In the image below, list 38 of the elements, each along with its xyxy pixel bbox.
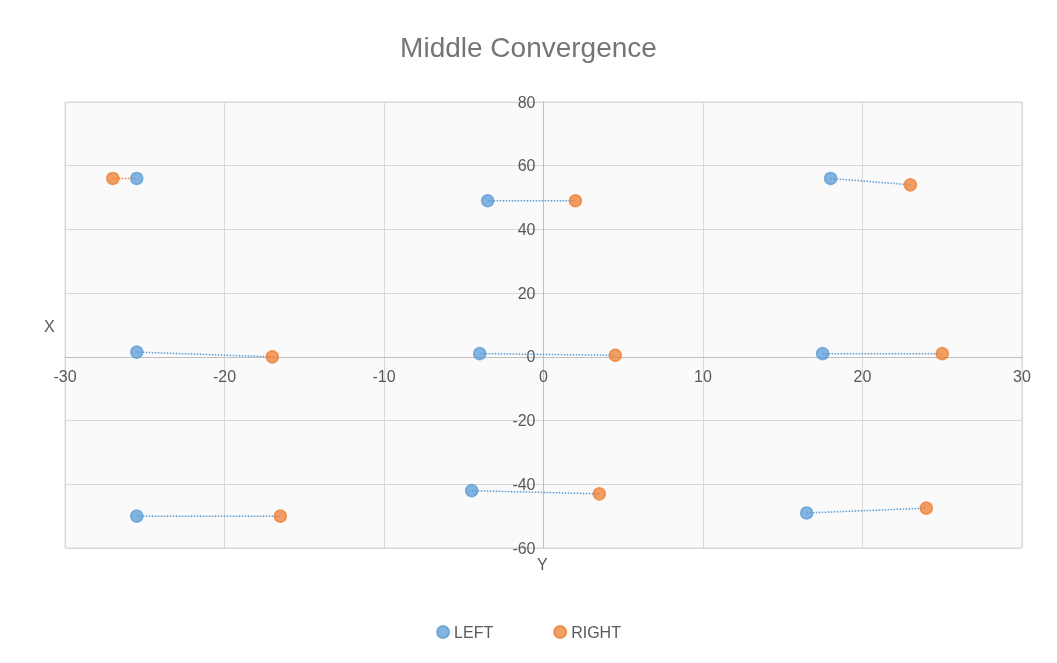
legend-label: RIGHT	[571, 623, 622, 641]
y-tick-label: 40	[517, 220, 536, 238]
point	[464, 483, 479, 498]
point	[106, 171, 120, 186]
point	[799, 506, 814, 520]
point	[568, 194, 583, 208]
x-tick-label: 10	[694, 368, 712, 386]
x-tick-label: 20	[853, 368, 872, 386]
point	[130, 509, 144, 523]
point	[608, 348, 623, 363]
point	[919, 501, 934, 515]
point	[265, 350, 280, 364]
point	[592, 487, 607, 501]
x-tick-label: -10	[372, 368, 396, 386]
point	[472, 346, 487, 361]
legend-label: LEFT	[454, 623, 494, 641]
y-tick-label: 60	[517, 157, 536, 175]
x-tick-label: 0	[539, 368, 549, 386]
x-tick-label: 30	[1013, 368, 1031, 386]
point	[935, 346, 949, 361]
y-tick-label: -40	[512, 475, 536, 493]
point	[815, 346, 830, 361]
y-tick-label: 80	[517, 93, 536, 111]
x-tick-label: -30	[53, 368, 77, 386]
x-axis-title: Y	[537, 555, 548, 573]
point	[273, 509, 288, 523]
point	[823, 171, 838, 186]
y-tick-label: -20	[512, 412, 536, 430]
point	[130, 171, 144, 186]
x-tick-label: -20	[212, 368, 237, 386]
point	[480, 194, 495, 208]
y-tick-label: -60	[512, 539, 536, 557]
y-tick-label: 20	[517, 284, 536, 302]
point	[903, 178, 918, 192]
point	[130, 345, 144, 359]
y-tick-label: 0	[526, 348, 536, 366]
y-axis-title: X	[44, 317, 55, 335]
chart-title: Middle Convergence	[400, 31, 657, 63]
